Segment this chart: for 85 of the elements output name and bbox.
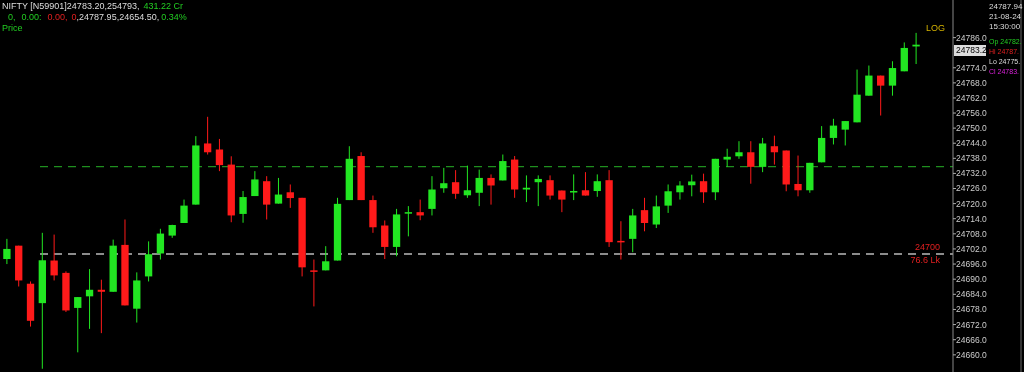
candlestick — [735, 140, 743, 160]
annotation: 431.22 Cr — [143, 1, 183, 11]
candlestick — [747, 140, 755, 185]
y-tick-label: 24684.0 — [956, 289, 987, 300]
candlestick — [215, 138, 224, 172]
y-tick-label: 24690.0 — [956, 274, 987, 285]
candlestick — [97, 279, 106, 334]
y-tick-label: 24672.0 — [956, 319, 987, 330]
text: LOG — [925, 23, 945, 33]
candlestick — [3, 238, 11, 265]
annotation: 0, — [8, 12, 16, 22]
y-tick-label: 24738.0 — [956, 153, 987, 164]
annotation: 0.00, — [47, 12, 68, 22]
text: 24787.94 — [989, 2, 1023, 11]
candlestick — [381, 219, 389, 260]
y-tick-label: 24678.0 — [956, 304, 987, 315]
y-tick-label: 24726.0 — [956, 183, 987, 194]
candlestick — [440, 167, 448, 194]
annotation: 0 — [71, 12, 77, 22]
candlestick — [546, 174, 554, 201]
candlestick — [877, 75, 885, 117]
candlestick — [156, 228, 165, 261]
annotation: NIFTY [N59901]24783.20,254793, — [2, 1, 140, 11]
candlestick — [263, 175, 271, 220]
candlestick — [758, 137, 767, 173]
candlestick — [144, 240, 153, 282]
y-tick-label: 24660.0 — [956, 349, 987, 360]
candlestick — [522, 174, 531, 203]
candlestick — [770, 135, 779, 166]
candlestick — [794, 155, 802, 197]
y-tick-label: 24750.0 — [956, 123, 987, 134]
candlestick — [581, 171, 590, 197]
y-tick-label: 24666.0 — [956, 334, 987, 345]
y-tick-label: 24702.0 — [956, 243, 987, 254]
candlestick — [699, 173, 708, 204]
candlestick — [841, 120, 849, 146]
annotation: ,24787.95,24654.50, — [76, 12, 160, 22]
annotation: 0.34% — [161, 12, 187, 22]
y-tick-label: 24708.0 — [956, 228, 987, 239]
candlestick — [499, 154, 507, 181]
ref-line-label: 24700 — [914, 241, 940, 252]
y-tick-label: 24786.0 — [956, 32, 987, 43]
y-tick-label: 24720.0 — [956, 198, 987, 209]
candlestick — [640, 197, 649, 232]
y-tick-label: 24762.0 — [956, 92, 987, 103]
candlestick — [274, 177, 283, 205]
y-tick-label: 24768.0 — [956, 77, 987, 88]
candlestick — [74, 296, 82, 353]
candlestick — [676, 180, 684, 201]
candlestick — [251, 170, 259, 197]
candlestick — [286, 183, 294, 209]
candlestick — [475, 169, 483, 207]
candlestick — [723, 148, 731, 168]
candlestick — [310, 259, 318, 307]
y-tick-label: 24732.0 — [956, 168, 987, 179]
candlestick — [451, 169, 460, 200]
annotation: 0.00: — [21, 12, 42, 22]
y-tick-label: 24756.0 — [956, 108, 987, 119]
y-tick-label: 24696.0 — [956, 259, 987, 270]
annotation: Price — [2, 23, 23, 33]
candlestick — [50, 234, 58, 281]
candlestick — [900, 41, 908, 72]
candlestick — [664, 183, 672, 214]
candlestick — [888, 60, 897, 97]
text: 24783.2 — [956, 45, 987, 56]
candlestick — [629, 208, 637, 253]
candlestick — [570, 173, 578, 201]
candlestick — [865, 65, 873, 97]
text: 21-08-24 — [989, 12, 1022, 21]
candlestick — [829, 118, 838, 145]
y-tick-label: 24714.0 — [956, 213, 987, 224]
candlestick — [652, 195, 660, 229]
candlestick — [487, 173, 495, 206]
annotation: 76.6 Lk — [910, 254, 941, 265]
text: 15:30:00 — [989, 22, 1021, 31]
candlestick — [404, 205, 413, 237]
candlestick — [203, 116, 212, 156]
candlestick — [428, 175, 436, 216]
y-tick-label: 24744.0 — [956, 138, 987, 149]
candlestick — [322, 245, 330, 271]
candlestick — [463, 165, 472, 199]
candlestick — [239, 190, 247, 224]
candlestick — [688, 174, 696, 197]
candlestick — [593, 173, 601, 198]
y-tick-label: 24774.0 — [956, 62, 987, 73]
